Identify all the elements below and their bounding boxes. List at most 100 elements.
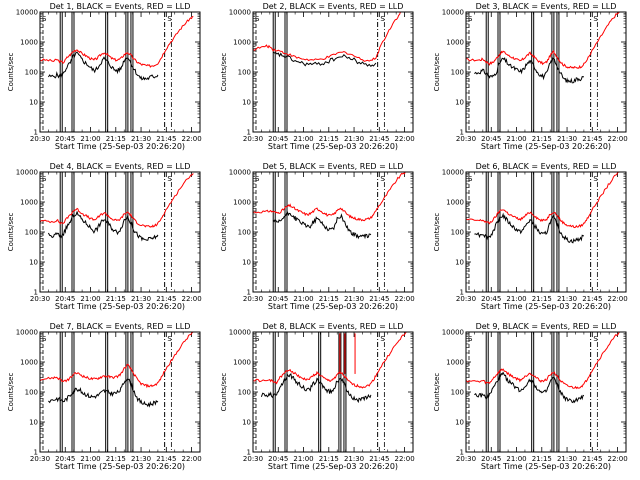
events-series-line [474, 57, 585, 84]
y-axis-label: Counts/sec [220, 53, 228, 92]
x-tick-label: 21:00 [293, 295, 313, 303]
corner-label: S [42, 15, 47, 23]
y-tick-label: 100 [25, 389, 38, 397]
y-tick-label: 100 [238, 69, 251, 77]
x-tick-label: 21:45 [156, 135, 176, 143]
x-tick-label: 22:00 [181, 135, 201, 143]
y-tick-label: 10000 [16, 329, 38, 337]
y-tick-label: 1 [460, 449, 464, 457]
x-axis-label: Start Time (25-Sep-03 20:26:20) [268, 302, 398, 311]
detector-panel-6: Det 6, BLACK = Events, RED = LLD 1 10 100 10… [433, 162, 628, 311]
y-tick-label: 1 [247, 449, 251, 457]
y-tick-label: 10000 [442, 169, 464, 177]
x-tick-label: 21:45 [582, 135, 602, 143]
y-tick-label: 1000 [20, 199, 38, 207]
x-tick-label: 21:15 [532, 455, 552, 463]
lld-series-line [40, 173, 194, 228]
detector-panel-8: Det 8, BLACK = Events, RED = LLD 1 10 100 10… [220, 322, 415, 471]
lld-series-line [253, 12, 402, 62]
x-tick-label: 21:45 [582, 295, 602, 303]
x-tick-label: 21:00 [293, 455, 313, 463]
y-tick-label: 10000 [442, 329, 464, 337]
y-tick-label: 1 [34, 449, 38, 457]
panel-title: Det 5, BLACK = Events, RED = LLD [263, 162, 404, 171]
panel-title: Det 6, BLACK = Events, RED = LLD [476, 162, 617, 171]
y-axis-label: Counts/sec [7, 213, 15, 252]
x-tick-label: 21:15 [106, 135, 126, 143]
events-series-line [272, 51, 377, 68]
y-tick-label: 1 [247, 129, 251, 137]
y-tick-label: 1000 [446, 359, 464, 367]
y-axis-label: Counts/sec [7, 53, 15, 92]
lld-series-line [253, 172, 407, 222]
y-tick-label: 100 [451, 389, 464, 397]
lld-series-line [466, 172, 620, 229]
y-tick-label: 1000 [233, 359, 251, 367]
x-tick-label: 22:00 [607, 135, 627, 143]
x-tick-label: 20:45 [481, 455, 501, 463]
y-tick-label: 10000 [16, 9, 38, 17]
y-tick-label: 1 [460, 129, 464, 137]
x-tick-label: 22:00 [607, 295, 627, 303]
x-axis-label: Start Time (25-Sep-03 20:26:20) [481, 462, 611, 471]
corner-label: S [468, 335, 473, 343]
y-tick-label: 10000 [442, 9, 464, 17]
panel-title: Det 3, BLACK = Events, RED = LLD [476, 2, 617, 11]
x-axis-label: Start Time (25-Sep-03 20:26:20) [268, 142, 398, 151]
x-tick-label: 20:30 [243, 295, 263, 303]
x-tick-label: 21:00 [80, 135, 100, 143]
x-tick-label: 20:30 [30, 295, 50, 303]
x-tick-label: 20:45 [268, 135, 288, 143]
x-tick-label: 20:45 [481, 295, 501, 303]
x-tick-label: 21:45 [369, 455, 389, 463]
y-axis-label: Counts/sec [433, 53, 441, 92]
y-tick-label: 1000 [446, 199, 464, 207]
y-tick-label: 1000 [233, 39, 251, 47]
panel-title: Det 7, BLACK = Events, RED = LLD [50, 322, 191, 331]
x-tick-label: 20:30 [30, 455, 50, 463]
y-tick-label: 10 [242, 259, 251, 267]
lld-series-line [253, 332, 407, 389]
x-tick-label: 21:30 [131, 135, 151, 143]
events-series-line [474, 371, 585, 404]
events-series-line [272, 211, 372, 240]
x-tick-label: 20:30 [456, 455, 476, 463]
y-tick-label: 10 [455, 419, 464, 427]
detector-panel-4: Det 4, BLACK = Events, RED = LLD 1 10 100 10… [7, 162, 202, 311]
y-tick-label: 1 [460, 289, 464, 297]
y-tick-label: 100 [451, 229, 464, 237]
corner-label: S [593, 175, 598, 183]
x-tick-label: 21:30 [131, 455, 151, 463]
x-tick-label: 21:15 [106, 295, 126, 303]
corner-label: S [380, 15, 385, 23]
x-tick-label: 21:00 [506, 295, 526, 303]
lld-series-line [40, 16, 194, 68]
detector-panel-3: Det 3, BLACK = Events, RED = LLD 1 10 100 10… [433, 2, 628, 151]
x-tick-label: 21:45 [156, 295, 176, 303]
x-tick-label: 20:45 [268, 455, 288, 463]
detector-panel-7: Det 7, BLACK = Events, RED = LLD 1 10 100 10… [7, 322, 202, 471]
detector-panel-5: Det 5, BLACK = Events, RED = LLD 1 10 100 10… [220, 162, 415, 311]
x-axis-label: Start Time (25-Sep-03 20:26:20) [55, 462, 185, 471]
corner-label: S [255, 175, 260, 183]
x-axis-label: Start Time (25-Sep-03 20:26:20) [55, 302, 185, 311]
x-tick-label: 21:15 [106, 455, 126, 463]
x-tick-label: 20:30 [456, 135, 476, 143]
panel-frame [465, 11, 627, 133]
x-tick-label: 21:15 [532, 295, 552, 303]
corner-label: S [380, 335, 385, 343]
corner-label: S [468, 175, 473, 183]
x-tick-label: 20:45 [55, 135, 75, 143]
panel-title: Det 2, BLACK = Events, RED = LLD [263, 2, 404, 11]
y-tick-label: 10 [29, 259, 38, 267]
corner-label: S [42, 335, 47, 343]
panel-frame [252, 331, 414, 453]
corner-label: S [167, 175, 172, 183]
